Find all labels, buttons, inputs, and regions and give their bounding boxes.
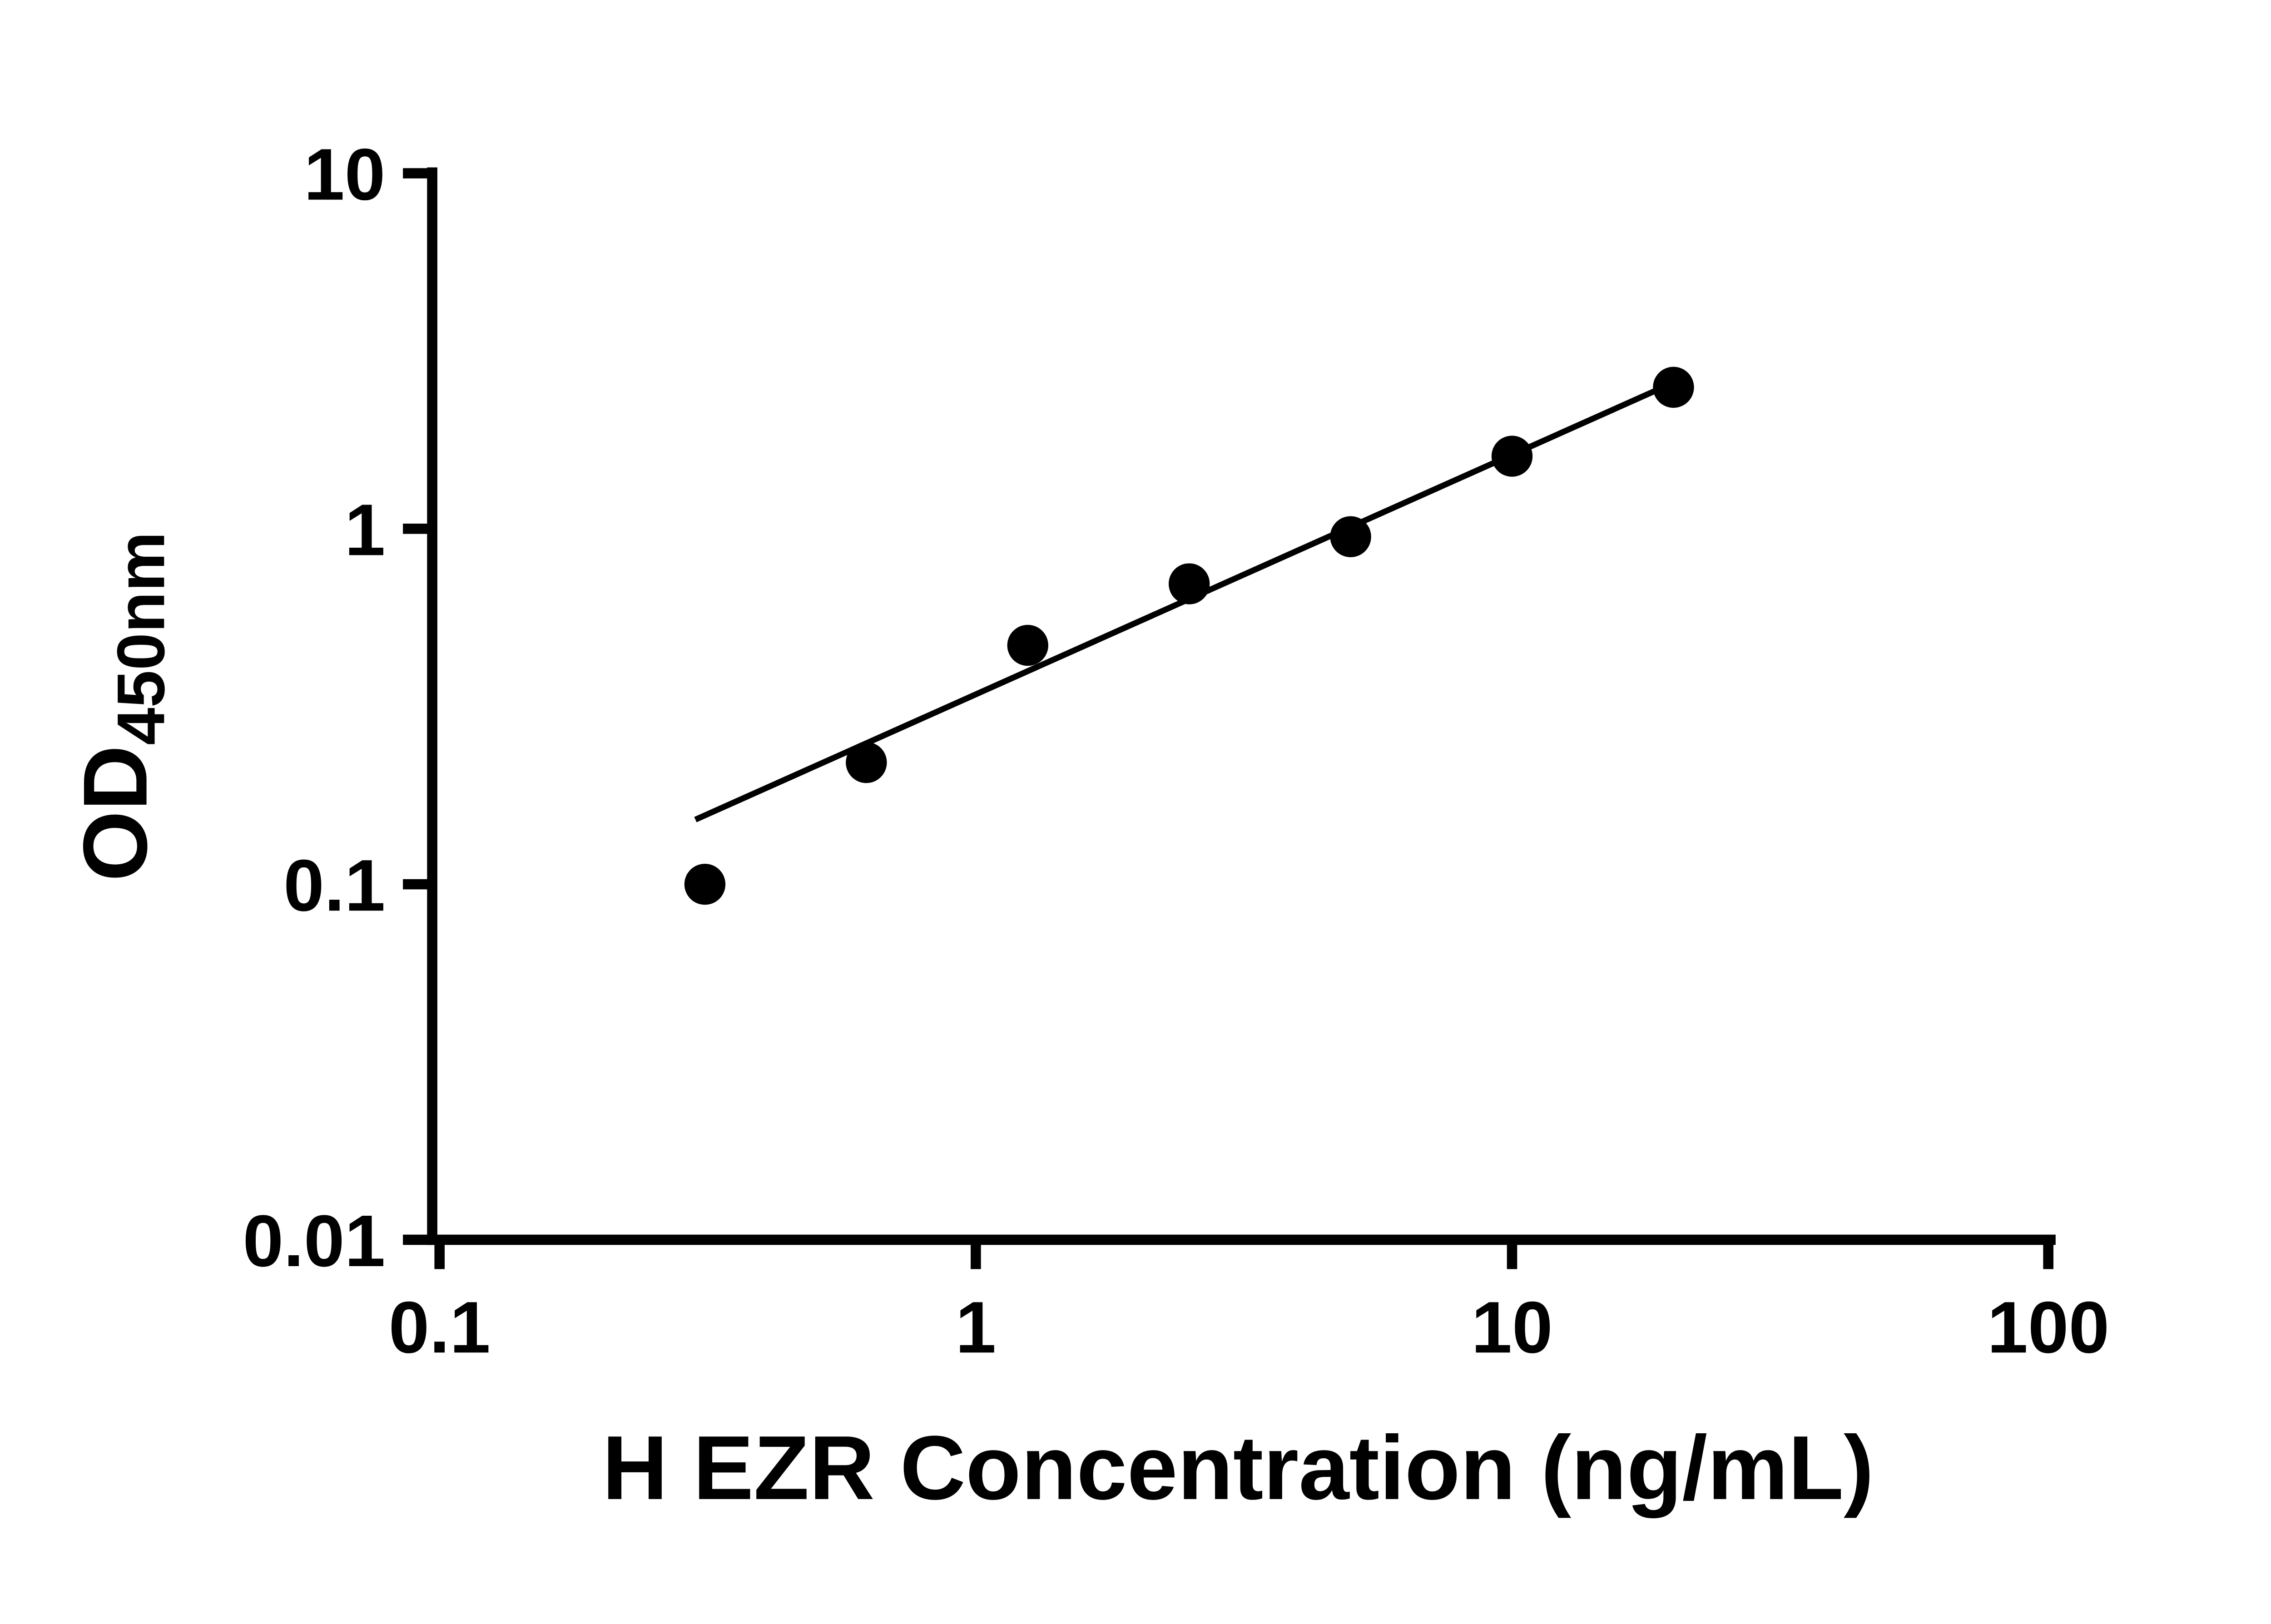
x-tick-label: 100 xyxy=(1987,1287,2109,1368)
data-point xyxy=(1491,436,1533,477)
x-axis-title: H EZR Concentration (ng/mL) xyxy=(602,1417,1874,1519)
x-tick-label: 1 xyxy=(956,1287,997,1368)
y-tick-label: 0.01 xyxy=(243,1200,385,1282)
data-point xyxy=(846,742,887,783)
x-tick-label: 0.1 xyxy=(389,1287,491,1368)
data-point xyxy=(684,863,726,905)
data-point xyxy=(1330,516,1371,557)
data-point xyxy=(1007,624,1048,666)
y-axis-title-sub: 450nm xyxy=(104,532,179,745)
y-tick-label: 10 xyxy=(304,134,385,216)
data-point xyxy=(1169,563,1210,604)
data-point xyxy=(1653,366,1694,408)
y-tick-label: 0.1 xyxy=(283,845,385,926)
y-tick-label: 1 xyxy=(345,489,386,571)
y-axis-title: OD450nm xyxy=(65,532,179,881)
y-axis-title-main: OD xyxy=(65,745,166,881)
x-tick-label: 10 xyxy=(1471,1287,1552,1368)
